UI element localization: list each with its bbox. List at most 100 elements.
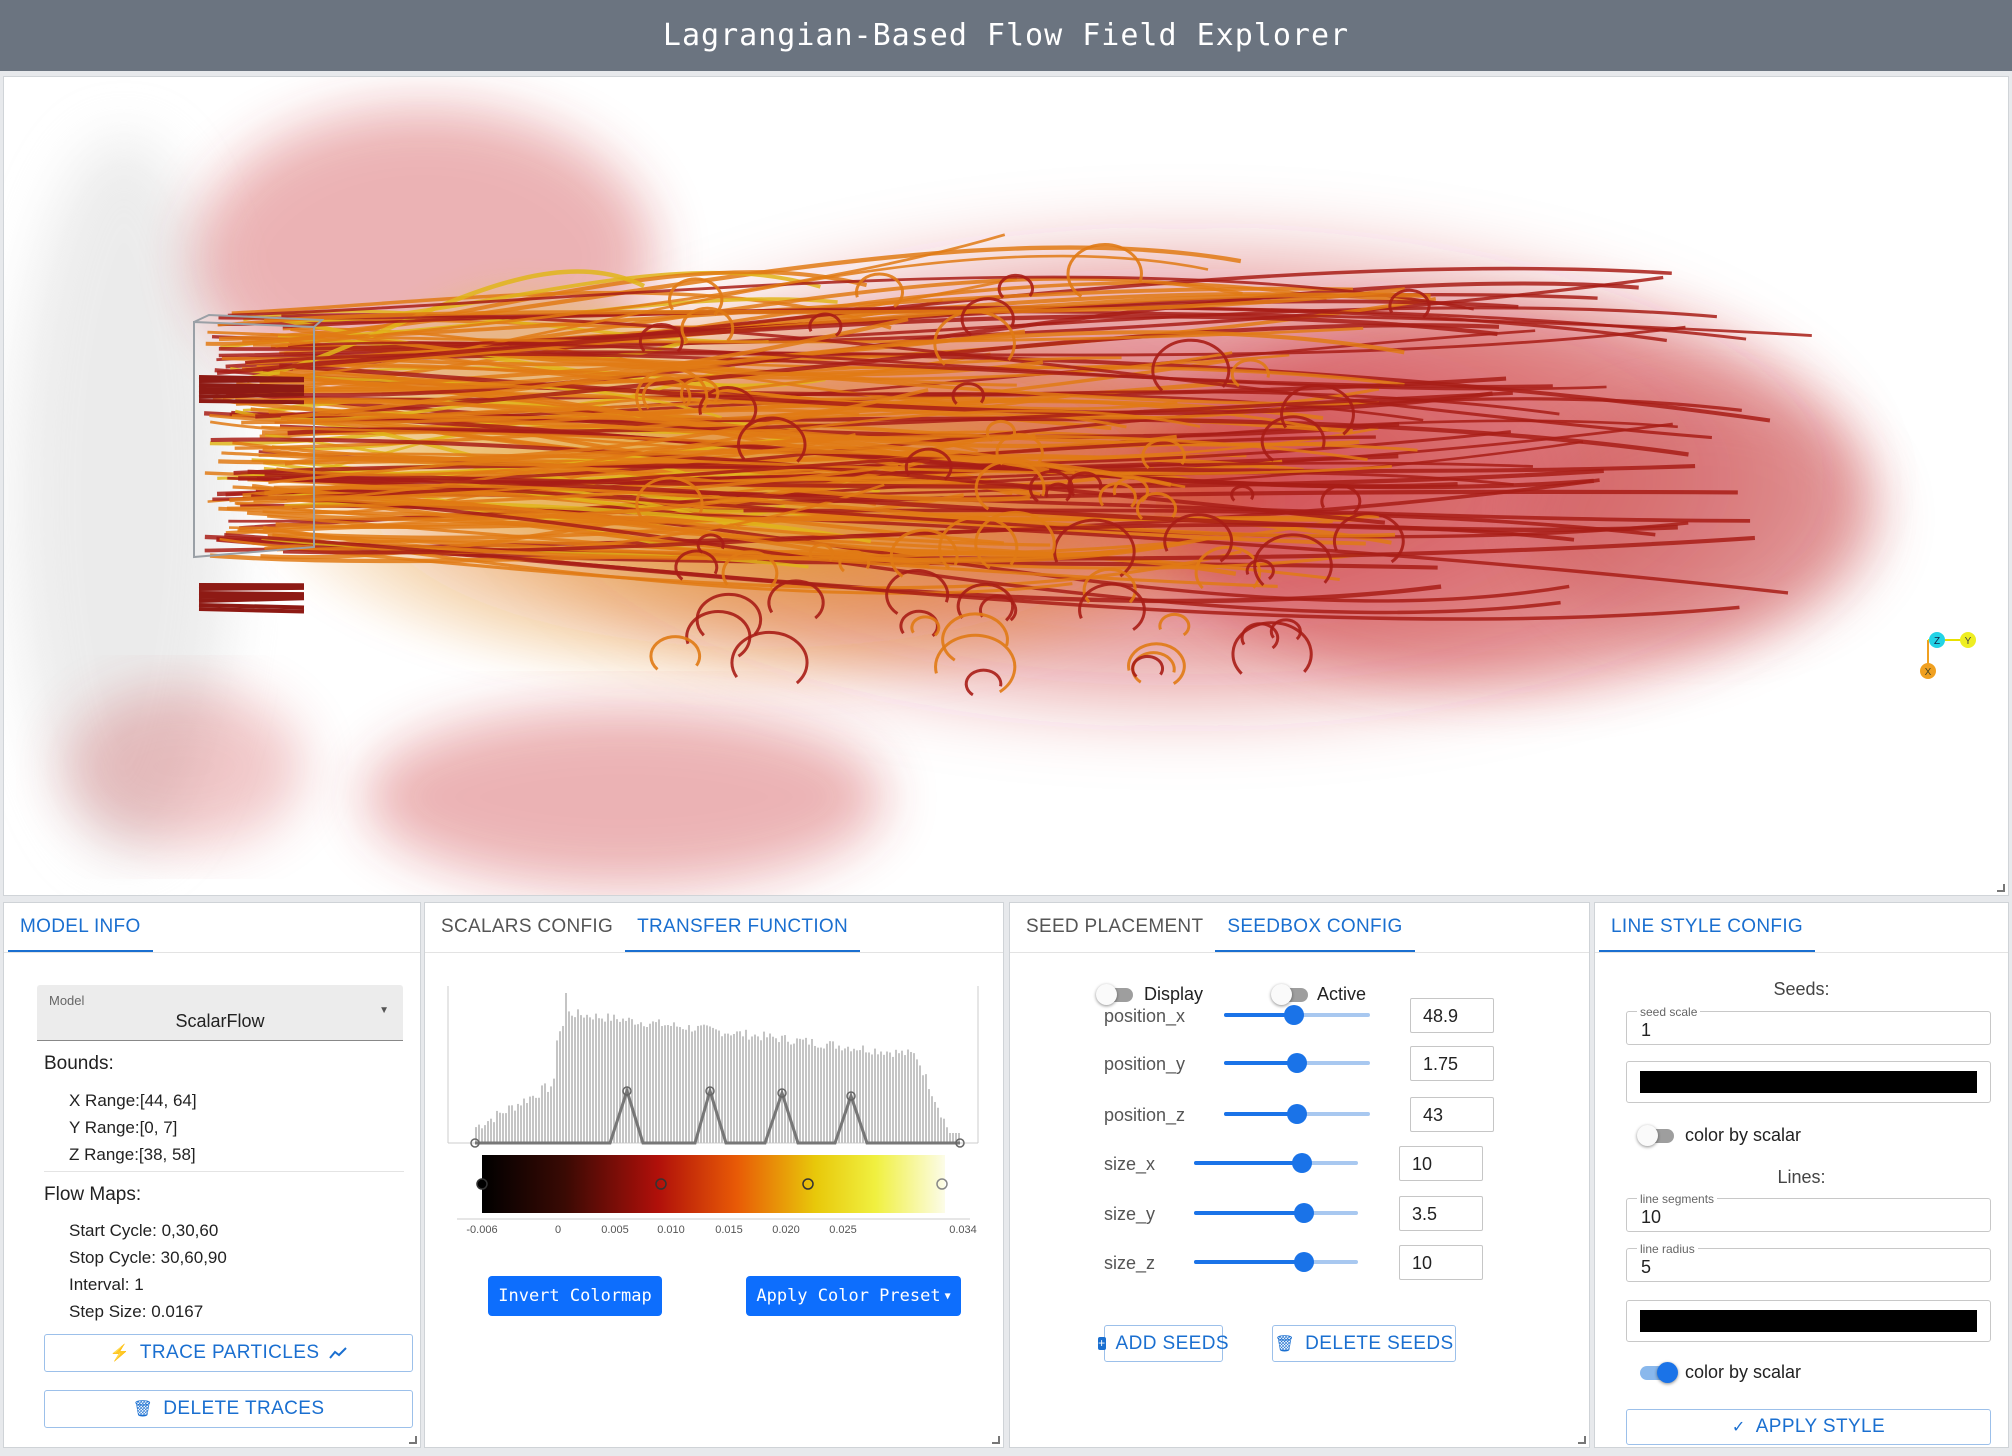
divider bbox=[44, 1171, 404, 1172]
seed-box[interactable] bbox=[193, 313, 325, 559]
line-color-picker[interactable] bbox=[1626, 1300, 1991, 1342]
param-value-input[interactable]: 10 bbox=[1399, 1146, 1483, 1181]
z-axis-label: Z bbox=[1934, 636, 1940, 647]
tab-seed-placement[interactable]: SEED PLACEMENT bbox=[1026, 916, 1204, 937]
colormap-bar[interactable] bbox=[482, 1155, 945, 1213]
trash-icon: 🗑 bbox=[132, 1401, 154, 1418]
transfer-tabs: SCALARS CONFIG TRANSFER FUNCTION bbox=[425, 903, 1003, 953]
param-value-input[interactable]: 1.75 bbox=[1410, 1046, 1494, 1081]
panel-resize-grip[interactable] bbox=[1577, 1435, 1587, 1445]
bounds-title: Bounds: bbox=[44, 1053, 114, 1074]
model-info-tabs: MODEL INFO bbox=[4, 903, 420, 953]
seed-color-swatch bbox=[1640, 1071, 1977, 1093]
flow-maps-title: Flow Maps: bbox=[44, 1184, 142, 1205]
tab-model-info[interactable]: MODEL INFO bbox=[8, 916, 153, 952]
tab-seedbox-config[interactable]: SEEDBOX CONFIG bbox=[1215, 916, 1415, 952]
active-label: Active bbox=[1317, 984, 1367, 1004]
line-segments-label: line segments bbox=[1637, 1192, 1718, 1206]
delete-seeds-button[interactable]: 🗑 DELETE SEEDS bbox=[1272, 1325, 1456, 1362]
param-value-input[interactable]: 10 bbox=[1399, 1245, 1483, 1280]
streamlines bbox=[198, 233, 1812, 697]
param-slider[interactable] bbox=[1224, 1103, 1370, 1125]
add-box-icon: + bbox=[1098, 1336, 1106, 1350]
seed-scale-value: 1 bbox=[1641, 1020, 1652, 1040]
app-title: Lagrangian-Based Flow Field Explorer bbox=[662, 18, 1350, 53]
param-label: position_z bbox=[1104, 1105, 1186, 1125]
line-color-by-scalar-toggle[interactable] bbox=[1640, 1362, 1678, 1383]
render-viewport[interactable]: Z Y X bbox=[3, 76, 2009, 896]
chevron-down-icon: ▼ bbox=[379, 1005, 389, 1016]
add-seeds-button[interactable]: + ADD SEEDS bbox=[1098, 1325, 1229, 1362]
tab-transfer-function[interactable]: TRANSFER FUNCTION bbox=[625, 916, 861, 952]
y-range: Y Range:[0, 7] bbox=[69, 1118, 178, 1137]
tab-scalars-config[interactable]: SCALARS CONFIG bbox=[441, 916, 614, 937]
model-info-panel: MODEL INFO Model ScalarFlow ▼ Bounds: X … bbox=[3, 902, 421, 1448]
trace-particles-label: TRACE PARTICLES bbox=[139, 1342, 320, 1363]
stop-cycle: Stop Cycle: 30,60,90 bbox=[69, 1248, 227, 1267]
param-label: position_y bbox=[1104, 1054, 1186, 1074]
flow-visualization[interactable]: Z Y X bbox=[4, 77, 2009, 896]
panel-resize-grip[interactable] bbox=[991, 1435, 1001, 1445]
param-label: position_x bbox=[1104, 1006, 1186, 1026]
colormap-ticks: -0.006 0 0.005 0.010 0.015 0.020 0.025 0… bbox=[466, 1224, 976, 1235]
line-color-swatch bbox=[1640, 1310, 1977, 1332]
model-select[interactable]: Model ScalarFlow ▼ bbox=[37, 985, 403, 1041]
tick-label: 0.034 bbox=[949, 1224, 977, 1235]
opacity-curve[interactable] bbox=[475, 1085, 960, 1145]
color-stops[interactable] bbox=[476, 1178, 948, 1190]
histogram-editor[interactable] bbox=[445, 983, 985, 1148]
trace-particles-button[interactable]: ⚡ TRACE PARTICLES bbox=[44, 1334, 413, 1372]
seed-color-by-scalar-toggle[interactable] bbox=[1637, 1125, 1674, 1146]
seed-color-picker[interactable] bbox=[1626, 1061, 1991, 1103]
apply-style-button[interactable]: ✓ APPLY STYLE bbox=[1626, 1409, 1991, 1445]
delete-seeds-label: DELETE SEEDS bbox=[1305, 1332, 1454, 1354]
lines-title: Lines: bbox=[1777, 1167, 1826, 1187]
seed-color-by-scalar-label: color by scalar bbox=[1685, 1125, 1802, 1145]
param-slider[interactable] bbox=[1194, 1152, 1358, 1174]
seed-scale-label: seed scale bbox=[1637, 1005, 1701, 1019]
tab-line-style-config[interactable]: LINE STYLE CONFIG bbox=[1599, 916, 1815, 952]
model-select-value: ScalarFlow bbox=[175, 1011, 265, 1031]
param-value-input[interactable]: 43 bbox=[1410, 1097, 1494, 1132]
seedbox-config-panel: SEED PLACEMENT SEEDBOX CONFIG Display Ac… bbox=[1009, 902, 1590, 1448]
check-icon: ✓ bbox=[1731, 1419, 1746, 1436]
slider-thumb[interactable] bbox=[1293, 1203, 1314, 1223]
line-segments-input[interactable]: line segments 10 bbox=[1626, 1192, 1991, 1232]
app-header: Lagrangian-Based Flow Field Explorer bbox=[0, 0, 2012, 71]
x-range: X Range:[44, 64] bbox=[69, 1091, 197, 1110]
param-slider[interactable] bbox=[1194, 1202, 1358, 1224]
apply-color-preset-label: Apply Color Preset bbox=[756, 1286, 941, 1306]
colormap-editor[interactable]: -0.006 0 0.005 0.010 0.015 0.020 0.025 0… bbox=[445, 1155, 985, 1235]
interval: Interval: 1 bbox=[69, 1275, 144, 1294]
tick-label: 0.015 bbox=[715, 1224, 743, 1235]
tick-label: 0.025 bbox=[829, 1224, 857, 1235]
slider-thumb[interactable] bbox=[1284, 1005, 1305, 1025]
step-size: Step Size: 0.0167 bbox=[69, 1302, 204, 1321]
tick-label: -0.006 bbox=[466, 1224, 497, 1235]
param-slider[interactable] bbox=[1224, 1052, 1370, 1074]
display-label: Display bbox=[1144, 984, 1204, 1004]
control-points[interactable] bbox=[470, 1086, 965, 1148]
param-label: size_x bbox=[1104, 1154, 1156, 1174]
slider-thumb[interactable] bbox=[1287, 1104, 1307, 1124]
param-slider[interactable] bbox=[1224, 1004, 1370, 1026]
viewport-resize-grip[interactable] bbox=[1996, 883, 2006, 893]
param-slider[interactable] bbox=[1194, 1251, 1358, 1273]
slider-thumb[interactable] bbox=[1287, 1053, 1307, 1073]
apply-color-preset-button[interactable]: Apply Color Preset ▼ bbox=[746, 1276, 961, 1316]
display-toggle[interactable] bbox=[1096, 984, 1133, 1005]
line-color-by-scalar-label: color by scalar bbox=[1685, 1362, 1802, 1382]
delete-traces-button[interactable]: 🗑 DELETE TRACES bbox=[44, 1390, 413, 1428]
slider-thumb[interactable] bbox=[1293, 1252, 1314, 1272]
x-axis-icon bbox=[1920, 663, 1936, 679]
seed-scale-input[interactable]: seed scale 1 bbox=[1626, 1005, 1991, 1045]
seeds-title: Seeds: bbox=[1773, 979, 1830, 999]
param-value-input[interactable]: 48.9 bbox=[1410, 998, 1494, 1033]
panel-resize-grip[interactable] bbox=[408, 1435, 418, 1445]
seedbox-tabs: SEED PLACEMENT SEEDBOX CONFIG bbox=[1010, 903, 1589, 953]
slider-thumb[interactable] bbox=[1292, 1153, 1313, 1173]
line-radius-input[interactable]: line radius 5 bbox=[1626, 1242, 1991, 1282]
invert-colormap-button[interactable]: Invert Colormap bbox=[488, 1276, 662, 1316]
active-toggle[interactable] bbox=[1271, 984, 1308, 1005]
param-value-input[interactable]: 3.5 bbox=[1399, 1196, 1483, 1231]
